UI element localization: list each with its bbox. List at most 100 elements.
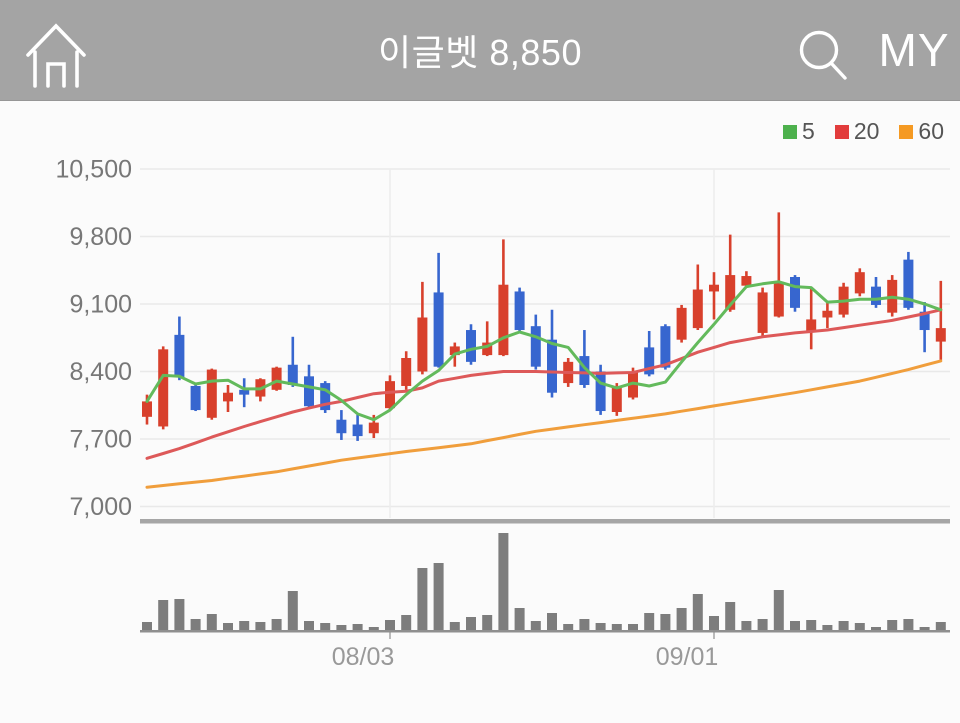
volume-bar	[223, 623, 233, 631]
volume-bar	[142, 622, 152, 631]
candle-up	[806, 319, 817, 331]
candle-up	[158, 349, 169, 427]
volume-bar	[676, 608, 687, 631]
candle-down	[790, 277, 800, 308]
volume-bar	[595, 623, 606, 631]
x-axis-label: 09/01	[656, 643, 719, 671]
volume-bar	[304, 621, 314, 631]
candle-up	[385, 381, 395, 409]
candle-up	[611, 386, 622, 412]
ma-legend: 5 20 60	[783, 118, 944, 145]
my-button[interactable]: MY	[868, 14, 960, 86]
volume-bar	[660, 614, 671, 631]
volume-bar	[773, 590, 784, 631]
volume-bar	[352, 624, 363, 631]
candle-up	[757, 292, 768, 333]
candle-down	[660, 326, 671, 368]
y-axis-label: 10,500	[56, 156, 132, 184]
candle-down	[433, 292, 444, 367]
ma60-line	[145, 359, 943, 489]
volume-baseline	[140, 630, 950, 633]
candle-down	[304, 376, 314, 407]
volume-bar	[255, 622, 266, 631]
legend-item-ma20[interactable]: 20	[834, 118, 879, 145]
volume-bar	[530, 621, 541, 631]
volume-bar	[871, 627, 881, 631]
ma5-line	[145, 280, 943, 422]
y-axis-label: 8,400	[69, 358, 132, 386]
volume-bar	[709, 616, 719, 631]
legend-swatch	[783, 124, 798, 139]
volume-bar	[433, 563, 444, 631]
legend-label: 5	[802, 118, 815, 144]
search-button[interactable]	[794, 24, 852, 86]
home-button[interactable]	[24, 18, 88, 90]
volume-bar	[158, 600, 169, 631]
volume-bar	[466, 617, 476, 631]
volume-bar	[935, 622, 946, 631]
candle-up	[725, 275, 736, 310]
candle-down	[174, 334, 185, 378]
legend-item-ma60[interactable]: 60	[899, 118, 944, 145]
candle-down	[239, 389, 250, 395]
y-axis-label: 7,000	[69, 493, 132, 521]
candle-up	[482, 342, 493, 356]
volume-bar	[174, 599, 185, 631]
candle-up	[498, 284, 509, 356]
candle-down	[352, 424, 363, 437]
candle-up	[741, 276, 752, 286]
candle-up	[854, 272, 865, 294]
volume-bar	[579, 619, 590, 631]
volume-bar	[919, 627, 930, 631]
y-axis-label: 9,800	[69, 223, 132, 251]
legend-label: 60	[918, 118, 944, 144]
candle-down	[644, 347, 655, 375]
search-icon	[794, 30, 852, 89]
volume-bar	[854, 623, 865, 631]
candle-up	[449, 346, 460, 356]
x-axis-label: 08/03	[332, 643, 395, 671]
candle-down	[547, 339, 557, 393]
volume-bar	[822, 625, 833, 631]
volume-bar	[741, 621, 752, 631]
volume-bar	[547, 613, 557, 631]
legend-swatch	[834, 124, 849, 139]
candle-up	[142, 401, 152, 417]
volume-bar	[482, 615, 493, 631]
candle-up	[935, 328, 946, 342]
volume-bar	[563, 624, 574, 631]
candle-down	[336, 419, 347, 434]
volume-bar	[206, 614, 217, 631]
volume-bar	[190, 619, 201, 631]
pane-separator	[140, 519, 950, 524]
candle-up	[773, 281, 784, 317]
header-bar: 이글벳 8,850 MY	[0, 0, 960, 101]
volume-bar	[271, 619, 282, 631]
y-axis-label: 7,700	[69, 426, 132, 454]
volume-bar	[401, 615, 412, 631]
volume-bar	[628, 624, 638, 631]
volume-bar	[320, 623, 331, 631]
legend-swatch	[899, 124, 914, 139]
candle-down	[190, 385, 201, 411]
volume-bar	[757, 619, 768, 631]
volume-bar	[692, 594, 703, 631]
candle-down	[514, 291, 525, 331]
candle-up	[822, 310, 833, 318]
y-axis-label: 9,100	[69, 291, 132, 319]
candle-down	[903, 259, 914, 308]
volume-bar	[287, 591, 298, 631]
volume-bar	[806, 620, 817, 631]
volume-bar	[385, 620, 395, 631]
volume-bar	[514, 608, 525, 631]
candle-down	[287, 364, 298, 385]
candle-down	[919, 311, 930, 331]
volume-bar	[644, 613, 655, 631]
volume-bar	[498, 533, 509, 631]
volume-bar	[790, 621, 800, 631]
legend-item-ma5[interactable]: 5	[783, 118, 815, 145]
candle-up	[223, 392, 233, 402]
candle-down	[595, 371, 606, 412]
candle-down	[530, 326, 541, 367]
